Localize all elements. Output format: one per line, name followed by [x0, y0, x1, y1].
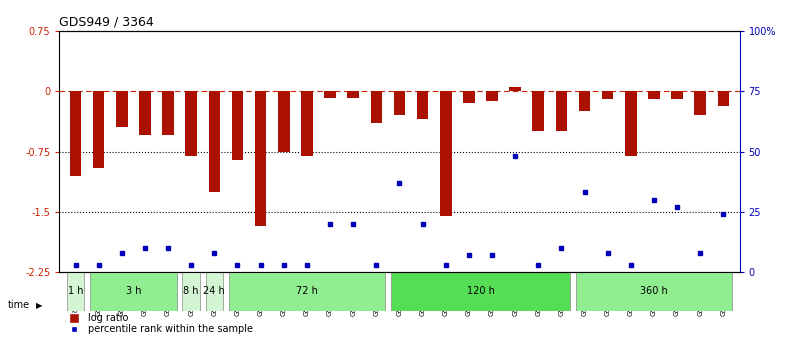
Bar	[183, 272, 200, 310]
Bar	[486, 91, 498, 101]
Bar	[139, 91, 151, 136]
Bar	[347, 91, 359, 98]
Text: 24 h: 24 h	[203, 286, 225, 296]
Bar	[209, 91, 220, 192]
Bar	[672, 91, 683, 99]
Text: 8 h: 8 h	[184, 286, 199, 296]
Bar	[555, 91, 567, 131]
Bar	[93, 91, 104, 168]
Bar	[391, 272, 570, 310]
Bar	[440, 91, 452, 216]
Text: 3 h: 3 h	[126, 286, 141, 296]
Bar	[301, 91, 312, 156]
Text: GDS949 / 3364: GDS949 / 3364	[59, 16, 154, 29]
Text: time: time	[8, 300, 30, 310]
Bar	[116, 91, 127, 127]
Bar	[509, 87, 521, 91]
Bar	[602, 91, 614, 99]
Bar	[463, 91, 475, 104]
Bar	[324, 91, 336, 98]
Text: 360 h: 360 h	[640, 286, 668, 296]
Bar	[717, 91, 729, 106]
Text: ▶: ▶	[36, 301, 42, 310]
Bar	[370, 91, 382, 124]
Text: 72 h: 72 h	[296, 286, 318, 296]
Bar	[232, 91, 244, 159]
Bar	[532, 91, 544, 131]
Bar	[206, 272, 223, 310]
Text: 1 h: 1 h	[68, 286, 83, 296]
Legend: log ratio, percentile rank within the sample: log ratio, percentile rank within the sa…	[64, 313, 253, 334]
Bar	[278, 91, 290, 151]
Bar	[394, 91, 405, 115]
Bar	[576, 272, 732, 310]
Bar	[70, 91, 81, 176]
Bar	[185, 91, 197, 156]
Bar	[648, 91, 660, 99]
Text: 120 h: 120 h	[467, 286, 494, 296]
Bar	[66, 272, 85, 310]
Bar	[90, 272, 177, 310]
Bar	[162, 91, 174, 136]
Bar	[694, 91, 706, 115]
Bar	[417, 91, 429, 119]
Bar	[255, 91, 267, 226]
Bar	[229, 272, 385, 310]
Bar	[625, 91, 637, 156]
Bar	[579, 91, 590, 111]
